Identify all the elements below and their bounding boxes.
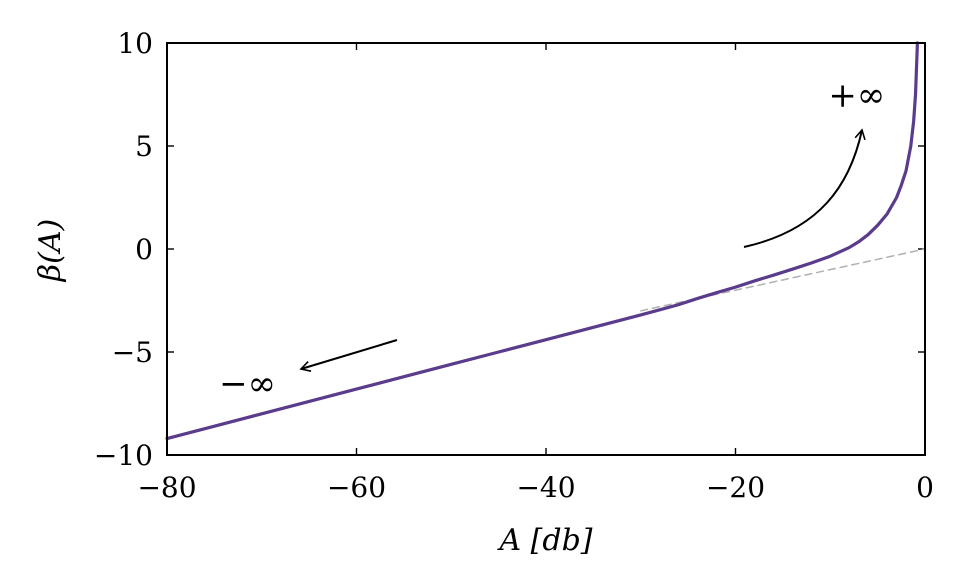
annotations-layer: +∞ −∞ (219, 76, 885, 404)
beta-curve (165, 41, 920, 441)
y-axis-label: β(A) (33, 219, 68, 282)
x-axis-label: A [db] (496, 523, 592, 558)
y-tick-label: 10 (117, 27, 153, 60)
tick-labels-layer: −80 −60 −40 −20 0 −10 −5 0 5 10 (94, 27, 934, 504)
infinity-annotation: −∞ (219, 364, 276, 404)
y-tick-label: 5 (135, 130, 153, 163)
ticks-layer (166, 42, 926, 456)
x-tick-label: −20 (706, 471, 765, 504)
lines-layer (165, 41, 926, 441)
plot-frame (166, 42, 926, 456)
y-tick-label: 0 (135, 233, 153, 266)
y-tick-label: −5 (112, 336, 153, 369)
x-tick-label: 0 (916, 471, 934, 504)
infinity-annotation: +∞ (828, 76, 885, 116)
x-tick-label: −40 (516, 471, 575, 504)
arrow-to-minus-infinity (299, 339, 398, 372)
x-tick-label: −80 (137, 471, 196, 504)
arrow-to-plus-infinity (743, 128, 866, 248)
x-tick-label: −60 (327, 471, 386, 504)
y-tick-label: −10 (94, 439, 153, 472)
